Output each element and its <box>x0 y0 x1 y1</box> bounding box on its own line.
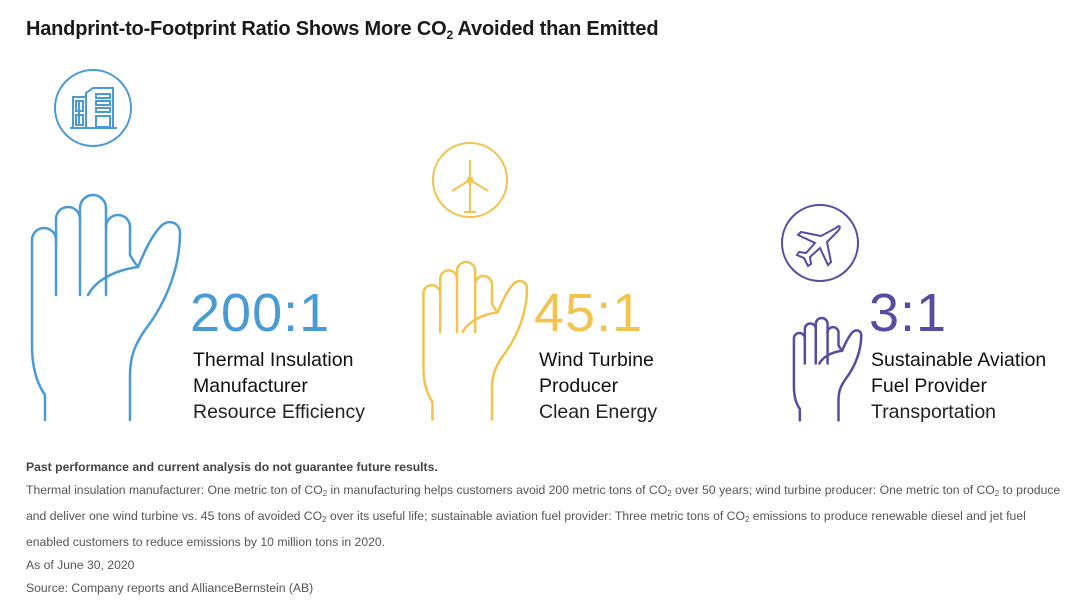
item-label: Sustainable Aviation Fuel Provider Trans… <box>871 347 1046 425</box>
hand-icon <box>793 317 862 421</box>
ratio-value: 45:1 <box>534 283 644 343</box>
title-subscript: 2 <box>446 28 453 42</box>
hand-icon <box>422 261 528 421</box>
item-category: Clean Energy <box>539 401 658 423</box>
item-name: Fuel Provider <box>871 375 987 397</box>
note-subscript: 2 <box>994 489 1000 498</box>
footnotes: Past performance and current analysis do… <box>26 456 1066 600</box>
note-subscript: 2 <box>322 515 327 524</box>
item-name: Wind Turbine <box>539 349 654 371</box>
note-subscript: 2 <box>667 489 672 498</box>
note-text: to produce and deliver one wind turbine … <box>26 483 1061 523</box>
note-text: in manufacturing helps customers avoid 2… <box>327 483 668 497</box>
page-title: Handprint-to-Footprint Ratio Shows More … <box>26 18 659 42</box>
ratio-value: 200:1 <box>190 283 331 343</box>
note-text: Thermal insulation manufacturer: One met… <box>26 483 323 497</box>
item-name: Manufacturer <box>193 375 308 397</box>
illustrations <box>30 69 862 422</box>
item-category: Resource Efficiency <box>193 401 365 423</box>
source-note: Source: Company reports and AllianceBern… <box>26 581 314 595</box>
note-text: over 50 years; wind turbine producer: On… <box>671 483 995 497</box>
disclaimer: Past performance and current analysis do… <box>26 460 438 474</box>
note-text: emissions to produce renewable diesel an… <box>26 509 1026 549</box>
building-icon <box>54 69 132 147</box>
note-text: over its useful life; sustainable aviati… <box>326 509 745 523</box>
note-subscript: 2 <box>322 489 328 498</box>
item-name: Thermal Insulation <box>193 349 354 371</box>
as-of-date: As of June 30, 2020 <box>26 558 135 572</box>
title-text: Avoided than Emitted <box>452 18 659 40</box>
wind-turbine-icon <box>432 142 508 218</box>
item-label: Thermal Insulation Manufacturer Resource… <box>193 347 365 425</box>
item-name: Sustainable Aviation <box>871 349 1047 371</box>
item-category: Transportation <box>871 401 997 423</box>
title-text: Handprint-to-Footprint Ratio Shows More … <box>26 18 447 40</box>
airplane-icon <box>781 204 859 282</box>
ratio-value: 3:1 <box>869 283 948 343</box>
item-name: Producer <box>539 375 619 397</box>
note-subscript: 2 <box>744 515 750 524</box>
methodology-note: Thermal insulation manufacturer: One met… <box>26 479 1066 554</box>
hand-icon <box>30 193 182 422</box>
item-label: Wind Turbine Producer Clean Energy <box>539 347 657 425</box>
